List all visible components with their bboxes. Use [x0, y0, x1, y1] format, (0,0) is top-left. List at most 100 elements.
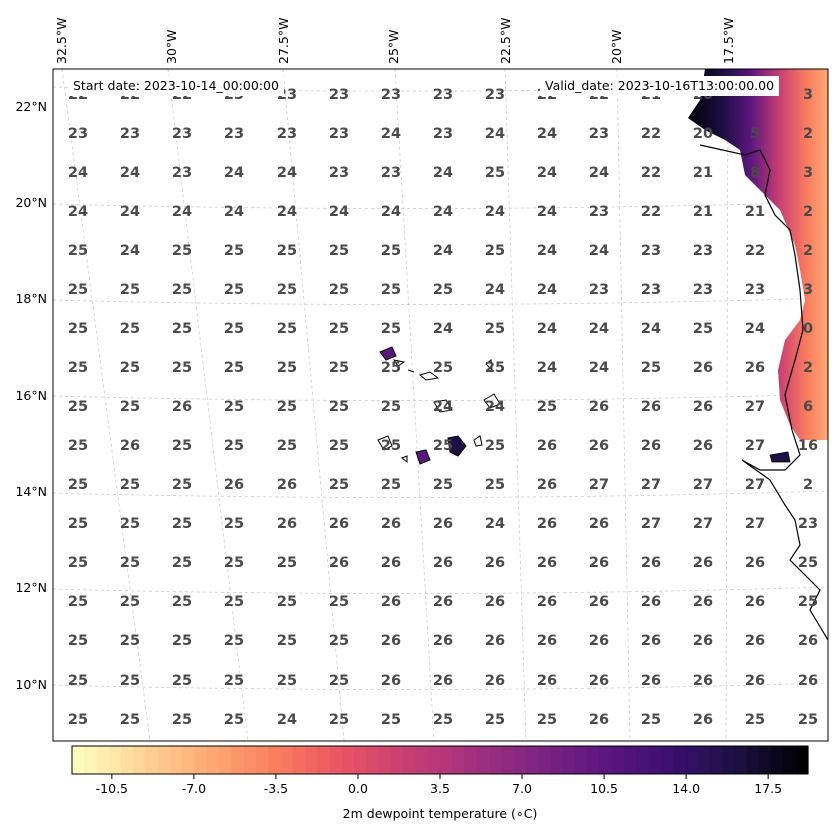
colorbar: -10.5 -7.0 -3.5 0.0 3.5 7.0 10.5 14.0 17.5: [71, 745, 809, 796]
dewpoint-value: 25: [329, 673, 349, 689]
longitude-label: 30°W: [164, 29, 179, 64]
dewpoint-value: 24: [485, 516, 505, 532]
dewpoint-value: 25: [329, 438, 349, 454]
dewpoint-value: 25: [329, 360, 349, 376]
dewpoint-value: 25: [120, 282, 140, 298]
dewpoint-value: 25: [277, 360, 297, 376]
dewpoint-value: 24: [537, 282, 557, 298]
dewpoint-value: 25: [485, 321, 505, 337]
dewpoint-value: 26: [537, 555, 557, 571]
dewpoint-value: 26: [537, 477, 557, 493]
dewpoint-value: 26: [589, 633, 609, 649]
dewpoint-value: 26: [589, 516, 609, 532]
latitude-label: 10°N: [15, 677, 47, 692]
dewpoint-value: 26: [381, 633, 401, 649]
dewpoint-value: 25: [693, 321, 713, 337]
longitude-label: 32.5°W: [54, 18, 69, 64]
dewpoint-value: 25: [68, 633, 88, 649]
dewpoint-value: 26: [798, 673, 818, 689]
dewpoint-value: 26: [537, 633, 557, 649]
dewpoint-value: 27: [745, 477, 765, 493]
dewpoint-value: 24: [120, 165, 140, 181]
dewpoint-value: 26: [693, 438, 713, 454]
dewpoint-value: 26: [589, 594, 609, 610]
dewpoint-value: 26: [589, 399, 609, 415]
dewpoint-value: 25: [224, 360, 244, 376]
dewpoint-value: 26: [277, 516, 297, 532]
dewpoint-value: 23: [172, 165, 192, 181]
colorbar-title: 2m dewpoint temperature (∘C): [342, 806, 538, 821]
dewpoint-value: 25: [224, 243, 244, 259]
dewpoint-value: 25: [172, 360, 192, 376]
dewpoint-value: 25: [224, 399, 244, 415]
dewpoint-value: 25: [68, 438, 88, 454]
dewpoint-value: 20: [693, 126, 713, 142]
dewpoint-value: 24: [433, 321, 453, 337]
dewpoint-value: 26: [485, 633, 505, 649]
colorbar-tick-label: -3.5: [264, 781, 288, 796]
dewpoint-value: 24: [172, 204, 192, 220]
dewpoint-value: 25: [485, 477, 505, 493]
dewpoint-value: 21: [693, 204, 713, 220]
dewpoint-value: 23: [693, 282, 713, 298]
dewpoint-value: 25: [224, 633, 244, 649]
dewpoint-value: 22: [745, 243, 765, 259]
dewpoint-value-grid: 2222222323232323232222212032323232323232…: [68, 87, 818, 728]
dewpoint-value: 26: [537, 438, 557, 454]
dewpoint-value: 25: [433, 282, 453, 298]
dewpoint-value: 25: [120, 594, 140, 610]
dewpoint-value: 24: [485, 126, 505, 142]
dewpoint-value: 25: [798, 712, 818, 728]
dewpoint-value: 25: [224, 516, 244, 532]
dewpoint-value: 22: [641, 204, 661, 220]
dewpoint-value: 2: [803, 126, 813, 142]
dewpoint-value: 25: [745, 712, 765, 728]
dewpoint-value: 24: [537, 360, 557, 376]
dewpoint-value: 26: [641, 399, 661, 415]
colorbar-tick-label: 17.5: [754, 781, 782, 796]
dewpoint-value: 25: [277, 399, 297, 415]
dewpoint-value: 26: [381, 594, 401, 610]
dewpoint-value: 25: [277, 594, 297, 610]
coastal-blob: [769, 451, 791, 463]
dewpoint-value: 25: [381, 360, 401, 376]
dewpoint-value: 23: [68, 126, 88, 142]
dewpoint-value: 25: [485, 438, 505, 454]
start-date-label: Start date: 2023-10-14_00:00:00: [68, 76, 284, 96]
coast-outline: [699, 144, 828, 641]
longitude-label: 22.5°W: [498, 18, 513, 64]
dewpoint-value: 25: [277, 438, 297, 454]
dewpoint-value: 25: [68, 360, 88, 376]
colorbar-tick-label: 10.5: [590, 781, 618, 796]
dewpoint-value: 25: [224, 321, 244, 337]
dewpoint-value: 25: [381, 243, 401, 259]
latitude-label: 18°N: [15, 291, 47, 306]
dewpoint-value: 24: [68, 165, 88, 181]
dewpoint-value: 26: [693, 673, 713, 689]
latitude-labels: 22°N 20°N 18°N 16°N 14°N 12°N 10°N: [15, 99, 47, 692]
dewpoint-value: 24: [589, 243, 609, 259]
dewpoint-value: 26: [745, 360, 765, 376]
latitude-label: 20°N: [15, 195, 47, 210]
dewpoint-value: 25: [277, 282, 297, 298]
dewpoint-value: 25: [224, 282, 244, 298]
dewpoint-value: 25: [641, 712, 661, 728]
dewpoint-value: 24: [485, 282, 505, 298]
dewpoint-value: 24: [381, 204, 401, 220]
dewpoint-value: 26: [641, 594, 661, 610]
dewpoint-value: 25: [433, 438, 453, 454]
dewpoint-value: 25: [172, 477, 192, 493]
dewpoint-value: 24: [433, 204, 453, 220]
dewpoint-value: 26: [329, 555, 349, 571]
dewpoint-value: 25: [68, 477, 88, 493]
dewpoint-value: 27: [693, 516, 713, 532]
dewpoint-value: 23: [329, 126, 349, 142]
dewpoint-value: 25: [120, 555, 140, 571]
dewpoint-value: 23: [798, 516, 818, 532]
dewpoint-value: 26: [433, 594, 453, 610]
dewpoint-value: 26: [589, 673, 609, 689]
dewpoint-value: 23: [224, 126, 244, 142]
dewpoint-value: 25: [329, 477, 349, 493]
dewpoint-value: 26: [485, 673, 505, 689]
dewpoint-value: 25: [224, 673, 244, 689]
